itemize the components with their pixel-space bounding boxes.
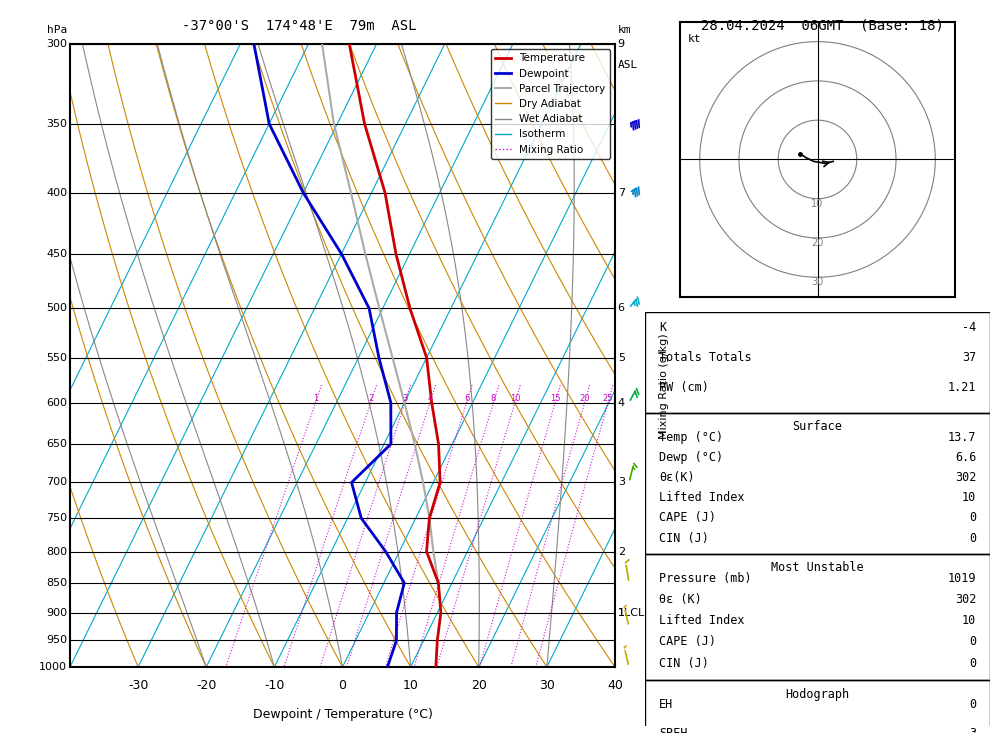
Text: 13.7: 13.7: [948, 431, 976, 443]
Text: 2: 2: [368, 394, 373, 402]
Text: kt: kt: [688, 34, 701, 44]
Text: Dewp (°C): Dewp (°C): [659, 451, 723, 464]
Text: Temp (°C): Temp (°C): [659, 431, 723, 443]
Text: 350: 350: [46, 119, 67, 129]
Text: 800: 800: [46, 547, 67, 556]
Text: CAPE (J): CAPE (J): [659, 512, 716, 524]
Text: 0: 0: [969, 512, 976, 524]
Text: SREH: SREH: [659, 727, 687, 733]
Text: -10: -10: [264, 679, 285, 693]
Text: 30: 30: [539, 679, 555, 693]
Text: 10: 10: [510, 394, 520, 402]
Text: Lifted Index: Lifted Index: [659, 614, 744, 627]
Text: θε (K): θε (K): [659, 593, 702, 606]
Text: 37: 37: [962, 351, 976, 364]
Text: km: km: [618, 25, 631, 34]
Text: 1: 1: [313, 394, 318, 402]
Text: 1.21: 1.21: [948, 381, 976, 394]
Text: 850: 850: [46, 578, 67, 588]
Bar: [645, 680, 990, 733]
Text: -20: -20: [196, 679, 216, 693]
Legend: Temperature, Dewpoint, Parcel Trajectory, Dry Adiabat, Wet Adiabat, Isotherm, Mi: Temperature, Dewpoint, Parcel Trajectory…: [491, 49, 610, 159]
Text: 0: 0: [969, 657, 976, 670]
Text: 600: 600: [46, 398, 67, 408]
Text: 6: 6: [464, 394, 469, 402]
Text: 1LCL: 1LCL: [618, 608, 645, 617]
Text: 6.6: 6.6: [955, 451, 976, 464]
Text: 0: 0: [969, 531, 976, 545]
Text: Lifted Index: Lifted Index: [659, 491, 744, 504]
Text: 300: 300: [46, 39, 67, 49]
Text: ASL: ASL: [618, 59, 638, 70]
Text: 950: 950: [46, 636, 67, 646]
Text: CIN (J): CIN (J): [659, 531, 709, 545]
Text: 1000: 1000: [39, 662, 67, 672]
Bar: [645, 312, 990, 413]
Text: Surface: Surface: [793, 421, 842, 433]
Text: K: K: [659, 321, 666, 334]
Text: EH: EH: [659, 698, 673, 711]
Text: 10: 10: [811, 199, 824, 209]
Text: 302: 302: [955, 471, 976, 484]
Text: 7: 7: [618, 188, 625, 198]
Text: hPa: hPa: [47, 25, 67, 34]
Text: 3: 3: [969, 727, 976, 733]
Text: 550: 550: [46, 353, 67, 363]
Text: Mixing Ratio (g/kg): Mixing Ratio (g/kg): [659, 334, 669, 440]
Text: Hodograph: Hodograph: [785, 688, 850, 701]
Text: 9: 9: [618, 39, 625, 49]
Text: -37°00'S  174°48'E  79m  ASL: -37°00'S 174°48'E 79m ASL: [182, 19, 416, 33]
Text: 2: 2: [618, 547, 625, 556]
Text: 900: 900: [46, 608, 67, 617]
Text: PW (cm): PW (cm): [659, 381, 709, 394]
Text: 1019: 1019: [948, 572, 976, 585]
Text: 5: 5: [618, 353, 625, 363]
Text: 0: 0: [969, 698, 976, 711]
Text: Most Unstable: Most Unstable: [771, 561, 864, 574]
Text: 25: 25: [603, 394, 613, 402]
Text: 1: 1: [618, 608, 625, 617]
Text: Pressure (mb): Pressure (mb): [659, 572, 751, 585]
Text: 450: 450: [46, 248, 67, 259]
Text: -4: -4: [962, 321, 976, 334]
Text: 8: 8: [491, 394, 496, 402]
Text: 10: 10: [962, 614, 976, 627]
Text: 750: 750: [46, 513, 67, 523]
Text: 400: 400: [46, 188, 67, 198]
Text: 15: 15: [550, 394, 560, 402]
Text: 302: 302: [955, 593, 976, 606]
Text: 6: 6: [618, 303, 625, 313]
Text: 30: 30: [811, 277, 824, 287]
Text: 20: 20: [579, 394, 590, 402]
Text: Dewpoint / Temperature (°C): Dewpoint / Temperature (°C): [253, 707, 432, 721]
Text: 4: 4: [618, 398, 625, 408]
Text: CAPE (J): CAPE (J): [659, 636, 716, 649]
Text: 0: 0: [338, 679, 347, 693]
Text: 10: 10: [962, 491, 976, 504]
Text: 650: 650: [46, 439, 67, 449]
Text: 0: 0: [969, 636, 976, 649]
Bar: [645, 554, 990, 680]
Text: 4: 4: [427, 394, 433, 402]
Text: 20: 20: [471, 679, 487, 693]
Text: 3: 3: [618, 477, 625, 487]
Text: Totals Totals: Totals Totals: [659, 351, 751, 364]
Text: -30: -30: [128, 679, 148, 693]
Bar: [645, 413, 990, 554]
Text: 40: 40: [607, 679, 623, 693]
Text: 28.04.2024  06GMT  (Base: 18): 28.04.2024 06GMT (Base: 18): [701, 18, 943, 32]
Text: 10: 10: [403, 679, 419, 693]
Text: 700: 700: [46, 477, 67, 487]
Text: 3: 3: [402, 394, 408, 402]
Text: θε(K): θε(K): [659, 471, 694, 484]
Text: 500: 500: [46, 303, 67, 313]
Text: 20: 20: [811, 238, 824, 248]
Text: CIN (J): CIN (J): [659, 657, 709, 670]
